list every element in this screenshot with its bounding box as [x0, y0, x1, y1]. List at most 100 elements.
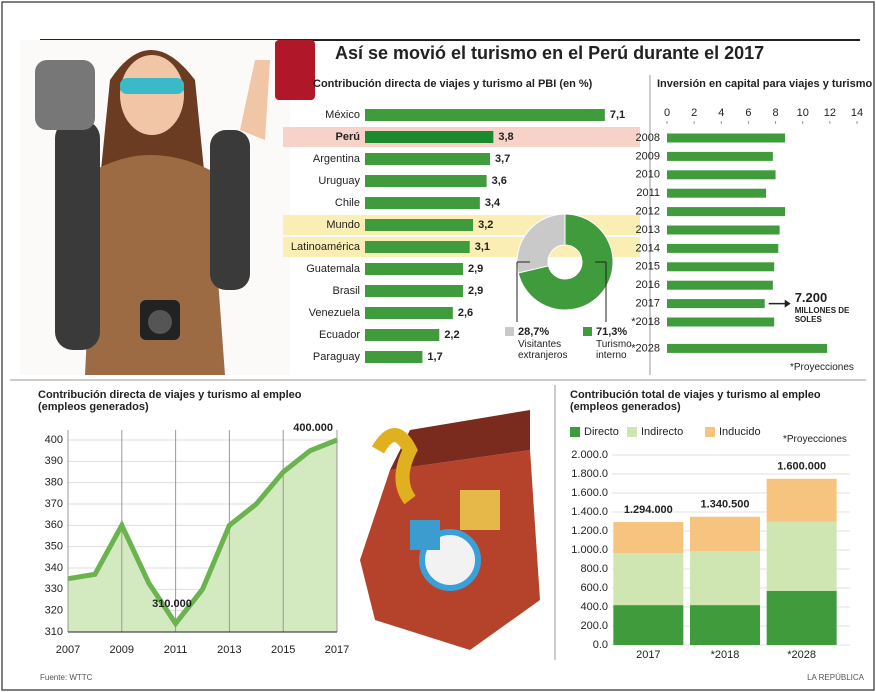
- legend-label: Directo: [584, 426, 619, 438]
- bar: [365, 175, 487, 187]
- bar-segment: [613, 522, 683, 553]
- y-tick-label: 2009: [636, 150, 660, 162]
- suitcase-illustration: [360, 410, 540, 650]
- y-tick-label: 320: [45, 605, 63, 617]
- y-tick-label: Uruguay: [318, 175, 360, 187]
- bar: [365, 351, 422, 363]
- value-label: 2,9: [468, 263, 483, 275]
- bar-segment: [690, 551, 760, 605]
- bar: [365, 263, 463, 275]
- chart-title: Contribución directa de viajes y turismo…: [313, 78, 592, 90]
- arrow-head: [785, 300, 791, 308]
- annotation-unit: MILLONES DE SOLES: [795, 306, 855, 324]
- bar: [667, 281, 773, 290]
- y-tick-label: 2013: [636, 224, 660, 236]
- bar: [667, 318, 774, 327]
- y-tick-label: Guatemala: [306, 263, 361, 275]
- y-tick-label: 360: [45, 519, 63, 531]
- total-label: 1.294.000: [624, 504, 673, 516]
- legend-swatch: [505, 327, 514, 336]
- bar-segment: [690, 605, 760, 645]
- x-tick-label: 14: [851, 107, 863, 119]
- y-tick-label: 380: [45, 477, 63, 489]
- y-tick-label: 330: [45, 583, 63, 595]
- bar-segment: [690, 517, 760, 551]
- legend-label: Visitantes extranjeros: [518, 339, 583, 361]
- chart: México7,1Perú3,8Argentina3,7Uruguay3,6Ch…: [0, 0, 876, 692]
- value-label: 3,1: [475, 241, 490, 253]
- bar-segment: [767, 479, 837, 522]
- y-tick-label: 2011: [636, 187, 660, 199]
- y-tick-label: 2017: [636, 298, 660, 310]
- value-label: 28,7%: [518, 326, 549, 338]
- y-tick-label: 1.000.0: [571, 544, 608, 556]
- x-tick-label: 4: [718, 107, 724, 119]
- y-tick-label: Venezuela: [309, 307, 361, 319]
- y-tick-label: Chile: [335, 197, 360, 209]
- y-tick-label: 1.800.0: [571, 468, 608, 480]
- y-tick-label: 2012: [636, 206, 660, 218]
- y-tick-label: Paraguay: [313, 351, 361, 363]
- bar: [667, 344, 827, 353]
- y-tick-label: 390: [45, 455, 63, 467]
- annotation: 7.200: [795, 292, 828, 304]
- y-tick-label: Argentina: [313, 153, 361, 165]
- bar: [667, 226, 780, 235]
- bar: [365, 153, 490, 165]
- y-tick-label: 2008: [636, 132, 660, 144]
- chart-title: Inversión en capital para viajes y turis…: [657, 78, 872, 90]
- y-tick-label: 2010: [636, 169, 660, 181]
- y-tick-label: 600.0: [580, 582, 608, 594]
- y-tick-label: 1.600.0: [571, 487, 608, 499]
- y-tick-label: México: [325, 109, 360, 121]
- chart-title: Contribución directa de viajes y turismo…: [38, 389, 301, 401]
- note: *Proyecciones: [783, 434, 847, 446]
- chart-subtitle: (empleos generados): [570, 401, 681, 413]
- bar: [365, 197, 480, 209]
- x-tick-label: 2013: [217, 644, 241, 656]
- bar: [667, 244, 778, 253]
- bar: [365, 307, 453, 319]
- legend-label: Turismo interno: [596, 339, 641, 361]
- value-label: 71,3%: [596, 326, 627, 338]
- annotation: 310.000: [152, 598, 192, 610]
- bar-segment: [767, 522, 837, 591]
- x-tick-label: 2015: [271, 644, 295, 656]
- x-tick-label: 2009: [110, 644, 134, 656]
- y-tick-label: 400.0: [580, 601, 608, 613]
- legend-swatch: [705, 427, 715, 437]
- bar: [365, 131, 493, 143]
- y-tick-label: 0.0: [593, 639, 608, 651]
- value-label: 3,6: [492, 175, 507, 187]
- value-label: 3,4: [485, 197, 501, 209]
- y-tick-label: 340: [45, 562, 63, 574]
- y-tick-label: 2016: [636, 279, 660, 291]
- y-tick-label: 350: [45, 541, 63, 553]
- page-title: Así se movió el turismo en el Perú duran…: [335, 43, 764, 63]
- total-label: 1.340.500: [701, 499, 750, 511]
- y-tick-label: Ecuador: [319, 329, 360, 341]
- y-tick-label: 2.000.0: [571, 449, 608, 461]
- x-tick-label: 10: [797, 107, 809, 119]
- y-tick-label: 370: [45, 498, 63, 510]
- value-label: 2,2: [444, 329, 459, 341]
- bar: [365, 329, 439, 341]
- bar: [365, 241, 470, 253]
- x-tick-label: *2028: [787, 649, 816, 661]
- bar-segment: [767, 591, 837, 645]
- bar: [667, 207, 785, 216]
- bar: [365, 219, 473, 231]
- y-tick-label: 400: [45, 434, 63, 446]
- legend-label: Indirecto: [641, 426, 683, 438]
- total-label: 1.600.000: [777, 461, 826, 473]
- bar: [365, 285, 463, 297]
- bar: [365, 109, 605, 121]
- y-tick-label: 1.400.0: [571, 506, 608, 518]
- y-tick-label: 2014: [636, 242, 660, 254]
- bar: [667, 134, 785, 143]
- bar: [667, 262, 774, 271]
- bar-segment: [613, 605, 683, 645]
- y-tick-label: 800.0: [580, 563, 608, 575]
- y-tick-label: 2015: [636, 261, 660, 273]
- y-tick-label: 200.0: [580, 620, 608, 632]
